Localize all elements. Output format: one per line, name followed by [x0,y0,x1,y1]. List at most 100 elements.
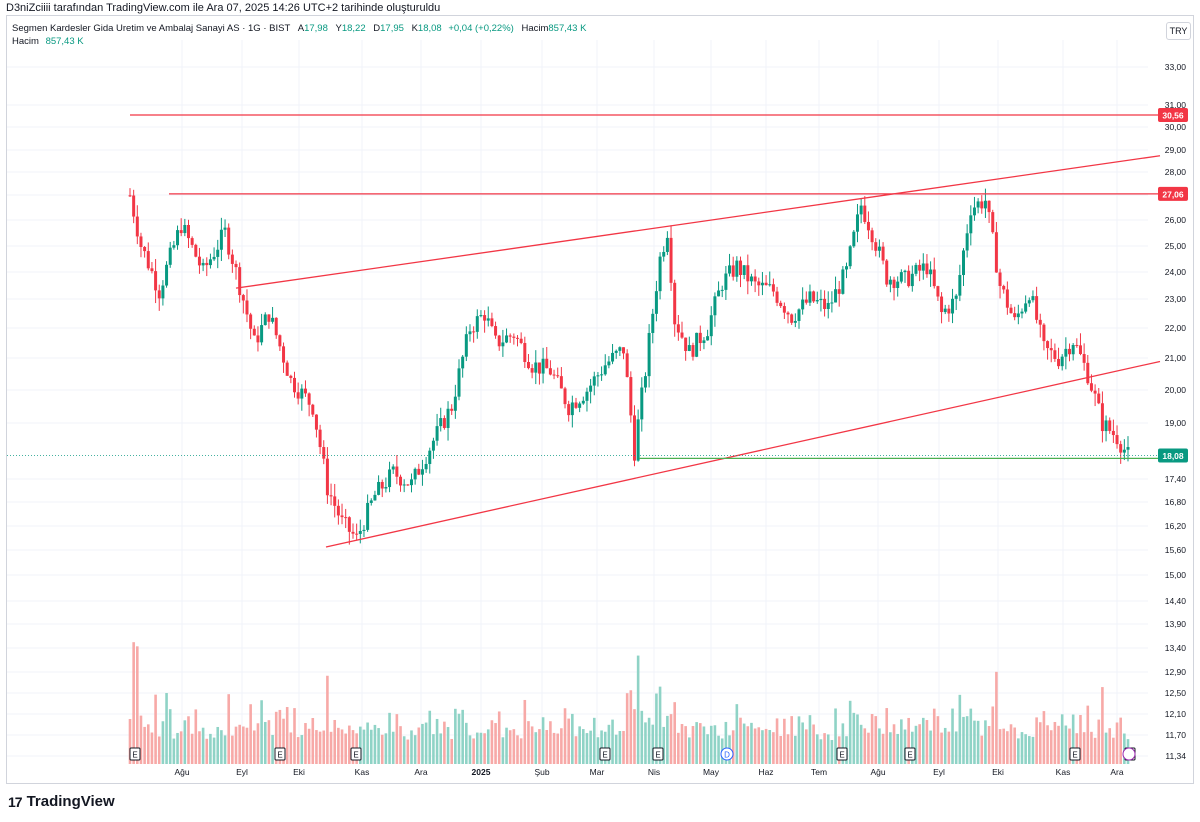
candle [249,314,253,329]
price-badge: 18,08 [1158,448,1188,463]
lightning-icon [1122,747,1136,761]
candle [230,254,234,264]
candle [534,362,538,373]
volume-bar [808,715,812,764]
candle [157,290,161,299]
candle [347,517,351,532]
candle [446,408,450,428]
candle [146,251,150,269]
candle [128,195,132,197]
candle [1053,350,1057,359]
event-markers: EEEEEDEEEE [129,747,1136,761]
volume-bar [377,728,380,764]
volume-bar [450,738,453,764]
volume-bar [413,735,417,764]
candle [592,376,596,386]
candle [951,298,955,314]
candle [271,317,275,322]
candle [530,368,534,373]
candle [910,273,914,287]
candle [717,290,721,297]
volume-bar [234,726,238,764]
candle [749,276,753,282]
candle [183,224,187,234]
volume-bar [943,727,947,764]
candle [165,264,169,286]
candle [925,263,929,275]
symbol-title[interactable]: Segmen Kardesler Gida Uretim ve Ambalaj … [12,23,291,34]
volume-bar [154,694,157,764]
candle [625,353,629,378]
candle [212,256,216,260]
volume-bar [929,730,932,764]
volume-bar [344,733,347,764]
candle [1038,319,1042,325]
volume-bar [132,642,135,764]
volume-bar [1086,705,1090,764]
candle [384,487,388,489]
volume-bar [315,730,318,764]
volume-bar [691,726,695,764]
candle [1071,344,1075,355]
candle [607,361,611,366]
volume-bar [1097,719,1101,764]
volume-bar [1119,717,1122,764]
candle [241,295,245,301]
candle [541,358,545,374]
upper-trendline [235,155,1161,289]
volume-bar [607,724,611,764]
volume-bar [128,719,132,764]
volume-bar [684,726,687,764]
high-label: Y [335,23,342,34]
close-value: 18,08 [417,23,442,34]
volume-bar [165,693,168,764]
candle [600,374,604,376]
candle [837,289,841,294]
event-marker-label: E [602,751,607,760]
volume-bar [874,716,878,764]
candle [961,250,965,276]
candle [377,481,381,495]
candle [877,246,881,251]
volume-bar [322,730,326,764]
x-tick-label: May [703,767,720,777]
candle [808,291,812,303]
candle [738,260,742,276]
volume-bar [333,719,337,764]
volume-bar [779,735,783,764]
volume-bar [775,718,779,764]
candle [976,201,980,208]
currency-button[interactable]: TRY [1166,22,1191,40]
candle [698,332,702,344]
volume-bar [940,732,943,764]
candle [1002,285,1006,290]
volume-bar [921,717,925,764]
volume-bar [750,722,753,764]
volume-bar [662,726,666,764]
tradingview-logo[interactable]: 17 TradingView [8,793,115,810]
candle [943,308,947,313]
volume-bar [1101,687,1104,764]
candle [391,466,395,470]
price-badge-label: 18,08 [1162,451,1184,461]
volume-bar [995,671,998,764]
candle [987,200,991,213]
candle [399,476,403,486]
candle [665,237,669,252]
candle [358,530,362,534]
candle [1046,341,1050,349]
volume-bar [1017,738,1020,764]
volume-bar [673,702,676,764]
price-badge-box [1158,448,1188,463]
candle [932,269,936,287]
candle [790,314,794,323]
volume-bar [812,724,815,764]
candle [537,362,541,374]
candle [1104,420,1108,432]
candle [307,393,311,405]
volume-bar [231,735,234,764]
x-tick-label: Eyl [933,767,945,777]
candle [684,337,688,352]
volume-bar [1020,732,1024,764]
